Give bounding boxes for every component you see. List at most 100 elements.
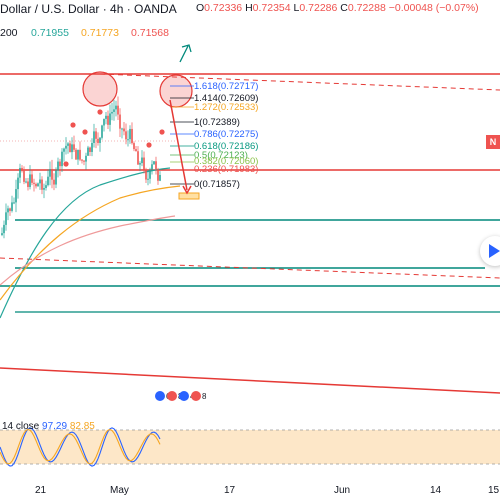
candle — [139, 161, 141, 172]
candle — [119, 108, 121, 137]
rsi-label: 14 close — [2, 421, 40, 432]
candle — [47, 169, 49, 187]
symbol-title[interactable]: Dollar / U.S. Dollar · 4h · OANDA — [0, 2, 177, 16]
candle — [129, 125, 131, 144]
candle — [155, 156, 157, 175]
candle — [77, 149, 79, 165]
candle-body — [23, 170, 25, 182]
fib-level-label: 0.5(0.72123) — [194, 150, 248, 161]
economic-event-icon[interactable] — [167, 391, 177, 401]
candle — [21, 165, 23, 173]
ma-length: 200 — [0, 27, 18, 39]
candle-body — [15, 189, 17, 203]
candle-body — [81, 159, 83, 161]
swing-high-marker — [146, 142, 152, 148]
candle — [15, 179, 17, 213]
candle-body — [101, 125, 103, 138]
candle — [59, 158, 61, 176]
ma-value-2: 0.71773 — [81, 27, 119, 39]
fib-level-label: 0(0.71857) — [194, 179, 240, 190]
candle-body — [137, 151, 139, 165]
candle-body — [133, 143, 135, 150]
fib-level-label: 0.618(0.72186) — [194, 141, 259, 152]
candle-body — [37, 183, 39, 187]
candle-body — [49, 169, 51, 177]
candle — [133, 141, 135, 152]
candle — [105, 112, 107, 125]
fib-level-label: 0.236(0.71983) — [194, 164, 259, 175]
candle-body — [85, 155, 87, 162]
candle — [45, 180, 47, 191]
candle-body — [39, 179, 41, 184]
close-value: 0.72288 — [347, 2, 386, 14]
candle — [137, 146, 139, 165]
candle-body — [157, 168, 159, 181]
candle-body — [77, 149, 79, 160]
candle — [135, 145, 137, 152]
candle-body — [135, 149, 137, 152]
candle — [101, 124, 103, 140]
candle — [125, 123, 127, 145]
candle-body — [79, 149, 81, 160]
candle-body — [9, 208, 11, 211]
economic-event-icon[interactable] — [179, 391, 189, 401]
candle — [55, 167, 57, 189]
candle — [153, 161, 155, 165]
candle — [93, 123, 95, 148]
candle-body — [33, 182, 35, 184]
rsi-line-d — [0, 428, 161, 465]
candle-body — [145, 169, 147, 180]
candle — [11, 195, 13, 213]
x-tick-14: 14 — [430, 485, 442, 496]
candle — [123, 122, 125, 136]
x-tick-17: 17 — [224, 485, 236, 496]
chart-header: Dollar / U.S. Dollar · 4h · OANDA O0.723… — [0, 2, 500, 18]
economic-event-icon[interactable] — [191, 391, 201, 401]
candle — [67, 142, 69, 154]
candle-body — [35, 183, 37, 187]
candle-body — [73, 144, 75, 150]
candle — [85, 152, 87, 170]
candle — [49, 161, 51, 186]
candle-body — [45, 185, 47, 189]
fib-level-label: 1.618(0.72717) — [194, 81, 259, 92]
candle-body — [27, 181, 29, 187]
candle — [17, 173, 19, 199]
candle — [89, 146, 91, 156]
candle — [87, 145, 89, 156]
fib-level-label: 1.414(0.72609) — [194, 93, 259, 104]
candle-body — [69, 143, 71, 153]
swing-high-marker — [70, 122, 76, 128]
candle — [73, 135, 75, 153]
open-value: 0.72336 — [204, 2, 243, 14]
candle — [157, 167, 159, 185]
candle — [91, 138, 93, 157]
candle-body — [151, 164, 153, 170]
candle-body — [139, 163, 141, 165]
candle-body — [117, 105, 119, 115]
candle-body — [113, 109, 115, 112]
candle-body — [143, 157, 145, 170]
candle-body — [103, 118, 105, 126]
candle-body — [149, 169, 151, 179]
candle-body — [63, 148, 65, 152]
candle-body — [97, 138, 99, 143]
candle-body — [51, 169, 53, 180]
rsi-line-k — [0, 427, 161, 467]
candle-body — [83, 160, 85, 162]
candle-body — [91, 142, 93, 152]
ma-value-3: 0.71568 — [131, 27, 169, 39]
swing-high-marker — [159, 129, 165, 135]
candle-body — [5, 212, 7, 225]
x-tick-may: May — [110, 485, 129, 496]
candle-body — [119, 114, 121, 129]
candle — [141, 150, 143, 167]
candle — [79, 141, 81, 162]
economic-event-icon[interactable] — [155, 391, 165, 401]
candle — [19, 163, 21, 184]
candle-body — [11, 202, 13, 211]
scroll-to-realtime-button[interactable] — [480, 236, 500, 266]
candle — [7, 205, 9, 221]
candle — [107, 110, 109, 130]
